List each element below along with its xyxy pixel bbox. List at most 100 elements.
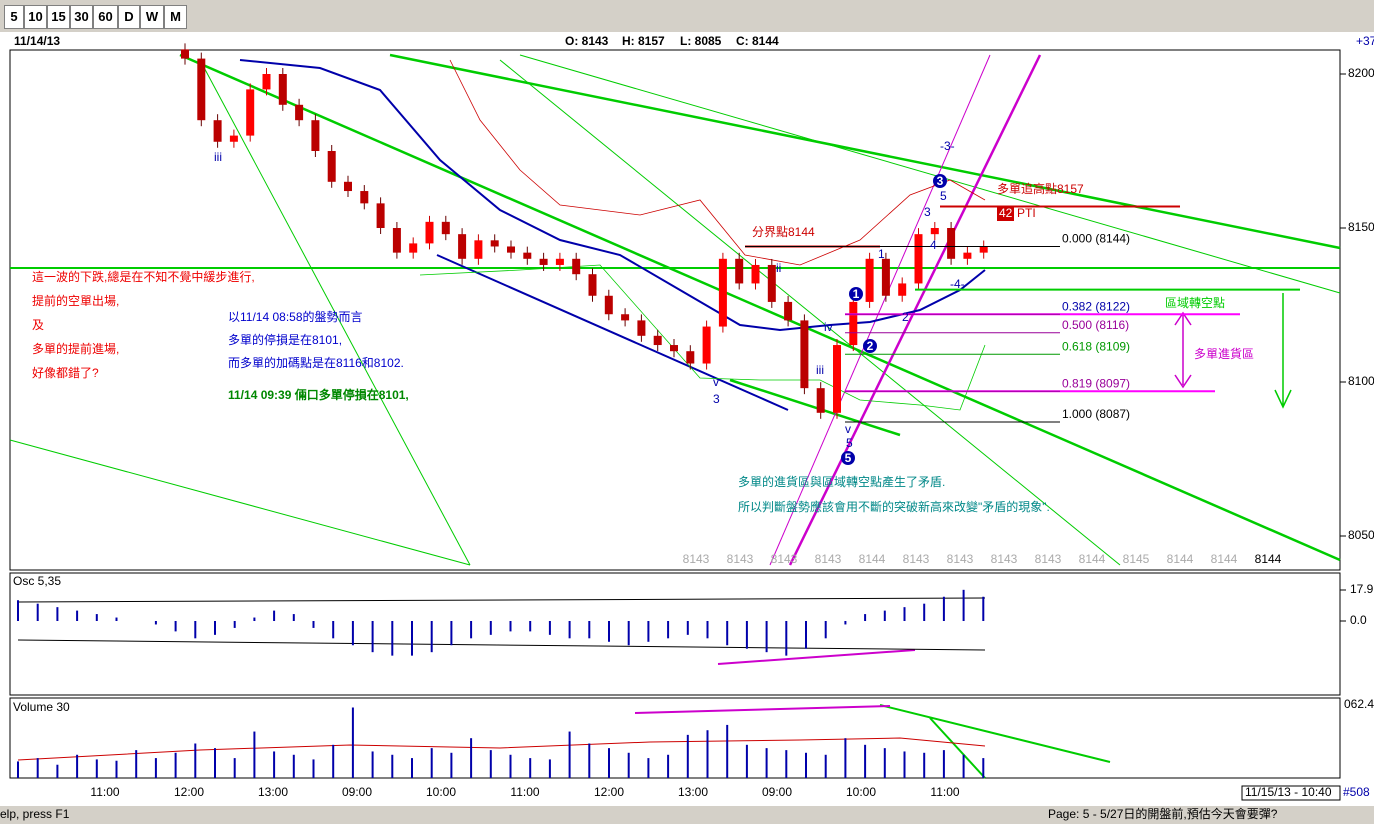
- price-readout: 8144: [1211, 552, 1238, 566]
- candle: [718, 258, 727, 327]
- timeframe-button[interactable]: 15: [47, 5, 70, 29]
- time-label: 11:00: [90, 785, 119, 799]
- candle: [555, 258, 564, 265]
- note: 所以判斷盤勢應該會用不斷的突破新高來改變"矛盾的現象".: [738, 499, 1050, 514]
- timeframe-button[interactable]: 30: [70, 5, 93, 29]
- wave-label: v: [713, 375, 719, 389]
- note: 而多單的加碼點是在8116和8102.: [228, 355, 404, 370]
- candle: [311, 120, 320, 151]
- timeframe-button[interactable]: M: [164, 5, 187, 29]
- annotation: 區域轉空點: [1165, 296, 1225, 310]
- candle: [963, 252, 972, 259]
- fib-label: 0.382 (8122): [1062, 299, 1130, 313]
- annotation: 多單追高點8157: [997, 181, 1084, 196]
- price-readout: 8144: [1255, 552, 1282, 566]
- candle: [278, 74, 287, 105]
- wave-label: -4-: [950, 277, 965, 291]
- note: 及: [32, 318, 44, 332]
- wave-circle-label: 1: [853, 287, 860, 301]
- note: 多單的進貨區與區域轉空點產生了矛盾.: [738, 474, 945, 489]
- price-readout: 8144: [859, 552, 886, 566]
- open: O: 8143: [565, 34, 609, 48]
- price-readout: 8143: [903, 552, 930, 566]
- candle: [425, 221, 434, 244]
- candle: [327, 151, 336, 182]
- badge-text: PTI: [1017, 206, 1036, 220]
- wave-circle-label: 3: [937, 174, 944, 188]
- wave-circle-label: 2: [867, 339, 874, 353]
- timeframe-button[interactable]: 5: [4, 5, 24, 29]
- timeframe-button[interactable]: 10: [24, 5, 47, 29]
- candle: [947, 228, 956, 259]
- time-label: 12:00: [174, 785, 204, 799]
- wave-circle: [849, 287, 863, 301]
- date-box-label: 11/15/13 - 10:40: [1245, 785, 1332, 799]
- time-label: 11:00: [930, 785, 959, 799]
- price-tick-label: 8200: [1348, 66, 1374, 80]
- candle: [849, 301, 858, 346]
- candle: [490, 240, 499, 247]
- candle: [262, 74, 271, 90]
- price-readout: 8143: [683, 552, 710, 566]
- osc-tick-label: 17.9: [1350, 582, 1374, 596]
- badge-bg: [997, 206, 1014, 221]
- date-box: [1241, 785, 1341, 801]
- price-readout: 8144: [1079, 552, 1106, 566]
- wave-label: 3: [924, 205, 931, 219]
- candle: [670, 345, 678, 352]
- candle: [881, 258, 890, 296]
- price-readout: 8143: [727, 552, 754, 566]
- fib-label: 0.000 (8144): [1062, 232, 1130, 246]
- high: H: 8157: [622, 34, 665, 48]
- close: C: 8144: [736, 34, 779, 48]
- wave-label: 2: [902, 310, 909, 324]
- candle: [735, 258, 744, 284]
- time-label: 13:00: [258, 785, 288, 799]
- candle: [409, 243, 418, 253]
- wave-label: v: [845, 422, 851, 436]
- timeframe-button[interactable]: 60: [93, 5, 118, 29]
- status-text: Page: 5 - 5/27日的開盤前,預估今天會要彈?: [1048, 806, 1278, 821]
- note: 多單的停損是在8101,: [228, 332, 342, 347]
- timeframe-button[interactable]: D: [118, 5, 140, 29]
- candle: [360, 191, 369, 204]
- wave-circle: [863, 339, 877, 353]
- panel-title: Volume 30: [13, 700, 70, 714]
- price-readout: 8143: [991, 552, 1018, 566]
- candle: [816, 388, 825, 413]
- candle: [604, 295, 613, 315]
- status-bar: [0, 806, 1374, 824]
- price-readout: 8143: [1035, 552, 1062, 566]
- wave-label: 4: [930, 238, 937, 252]
- note: 好像都錯了?: [32, 365, 99, 380]
- price-tick-label: 8050: [1348, 528, 1374, 542]
- low: L: 8085: [680, 34, 722, 48]
- candle: [344, 181, 352, 192]
- annotation: 多單進貨區: [1194, 346, 1254, 361]
- note: 這一波的下跌,總是在不知不覺中緩步進行,: [32, 269, 255, 284]
- candle: [979, 246, 988, 253]
- timeframe-button[interactable]: W: [140, 5, 164, 29]
- wave-label: 3: [713, 392, 720, 406]
- corner: +37: [1356, 34, 1374, 48]
- osc-panel: [9, 572, 1341, 696]
- background: [0, 32, 1374, 806]
- candle: [181, 49, 189, 59]
- price-readout: 8143: [947, 552, 974, 566]
- time-label: 10:00: [426, 785, 456, 799]
- price-readout: 8143: [815, 552, 842, 566]
- wave-label: ii: [776, 261, 781, 275]
- volume-readout: 062.4: [1344, 697, 1374, 711]
- wave-label: iii: [816, 363, 824, 377]
- time-label: 11:00: [510, 785, 539, 799]
- candle: [507, 246, 515, 253]
- volume-panel: [9, 697, 1341, 779]
- wave-label: 1: [878, 247, 885, 261]
- price-tick-label: 8100: [1348, 374, 1374, 388]
- candle: [930, 228, 939, 235]
- candle: [702, 326, 711, 364]
- status-text: elp, press F1: [0, 807, 70, 821]
- candle: [686, 351, 695, 364]
- candle: [800, 320, 809, 389]
